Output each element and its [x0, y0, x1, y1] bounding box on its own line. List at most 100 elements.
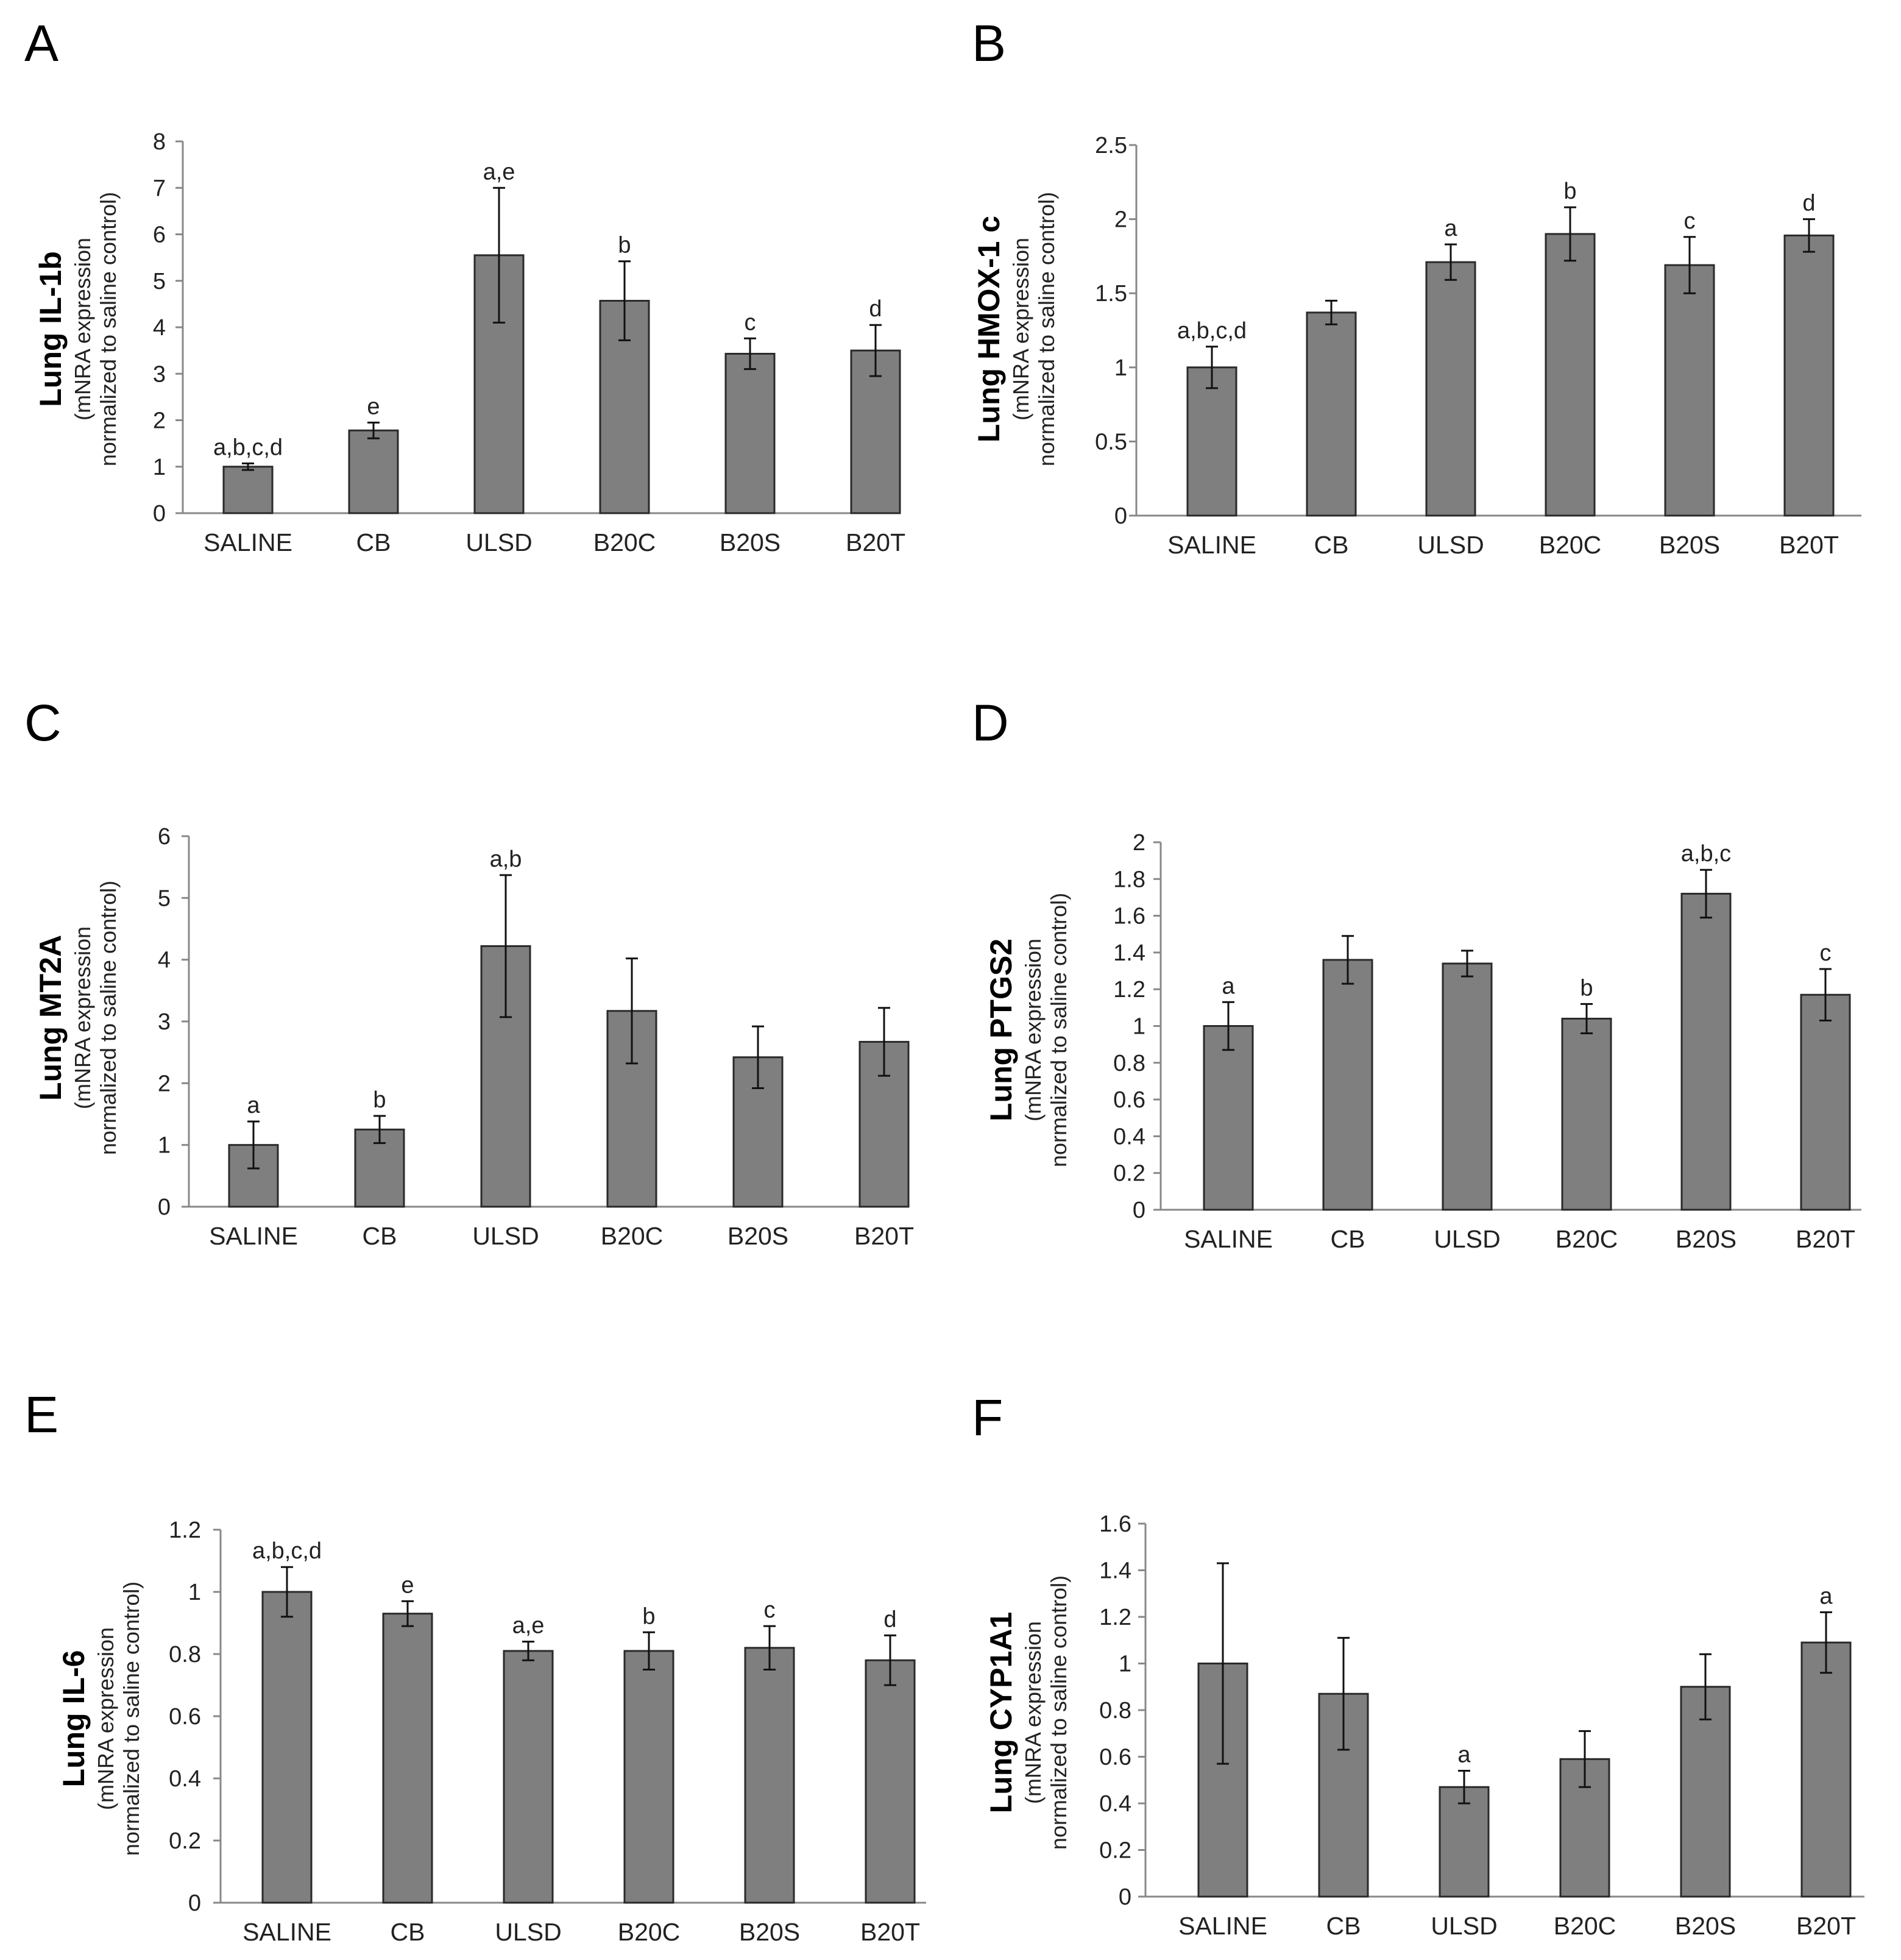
y-tick-label: 0.2 — [169, 1828, 201, 1854]
y-tick-label: 1.6 — [1113, 904, 1145, 929]
y-axis-subtitle-line1: (mNRA expression — [93, 1627, 118, 1810]
y-tick-label: 1 — [158, 1133, 171, 1159]
bar-b20t — [865, 1659, 916, 1904]
y-tick-label: 0.5 — [1095, 429, 1127, 455]
significance-label: a,b,c,d — [213, 435, 283, 460]
y-tick-label: 5 — [153, 269, 166, 294]
x-category-label: SALINE — [1184, 1225, 1273, 1253]
y-tick-label: 0.2 — [1113, 1161, 1145, 1187]
y-axis-subtitle-line2: normalized to saline control) — [96, 192, 121, 466]
y-axis-title: Lung IL-6 — [57, 1650, 91, 1788]
x-category-label: SALINE — [209, 1222, 298, 1250]
y-tick-label: 0 — [1133, 1198, 1145, 1223]
significance-label: c — [745, 310, 756, 335]
significance-label: d — [1802, 191, 1815, 216]
x-category-label: SALINE — [1178, 1912, 1267, 1940]
significance-label: b — [642, 1603, 655, 1629]
y-tick-label: 1.6 — [1099, 1511, 1131, 1537]
bar-b20s — [744, 1647, 795, 1904]
x-category-label: B20T — [854, 1222, 914, 1250]
x-category-label: CB — [356, 528, 391, 556]
significance-label: c — [764, 1597, 776, 1623]
x-category-label: B20C — [593, 528, 656, 556]
y-tick-label: 1 — [1114, 355, 1127, 381]
panel-letter: F — [972, 1389, 1003, 1446]
significance-label: a,b,c,d — [252, 1538, 322, 1564]
y-tick-label: 2 — [158, 1071, 171, 1096]
x-category-label: B20C — [1556, 1225, 1618, 1253]
x-category-label: B20T — [1779, 531, 1839, 559]
x-category-label: SALINE — [204, 528, 292, 556]
y-tick-label: 4 — [153, 315, 166, 341]
y-tick-label: 0 — [1114, 503, 1127, 529]
y-axis-subtitle-line1: (mNRA expression — [70, 926, 95, 1109]
y-axis-subtitle-line2: normalized to saline control) — [119, 1582, 144, 1856]
x-category-label: SALINE — [242, 1918, 331, 1946]
y-tick-label: 1.4 — [1113, 940, 1145, 966]
x-category-label: ULSD — [1434, 1225, 1500, 1253]
panel-letter: C — [24, 694, 62, 751]
x-category-label: B20C — [618, 1918, 681, 1946]
y-axis-title: Lung CYP1A1 — [984, 1612, 1018, 1814]
x-category-label: CB — [363, 1222, 397, 1250]
y-tick-label: 5 — [158, 886, 171, 911]
y-axis-title: Lung HMOX-1 c — [972, 216, 1006, 442]
y-tick-label: 0 — [188, 1891, 201, 1916]
bar-b20s — [1680, 892, 1732, 1211]
y-tick-label: 0.8 — [1099, 1698, 1131, 1724]
bar-ulsd — [1425, 261, 1476, 517]
significance-label: a,e — [483, 159, 515, 185]
x-category-label: B20S — [1676, 1225, 1736, 1253]
bar-saline — [222, 466, 274, 514]
chart-panel-a: A 0 1 2 3 4 5 6 7 8 Lung IL-1b (mNRA expression norm… — [24, 15, 905, 556]
bar-b20c — [623, 1650, 674, 1904]
x-category-label: B20T — [860, 1918, 920, 1946]
x-category-label: ULSD — [1417, 531, 1484, 559]
y-axis-subtitle-line2: normalized to saline control) — [1046, 1575, 1071, 1850]
y-tick-label: 6 — [153, 222, 166, 248]
x-category-label: CB — [391, 1918, 425, 1946]
y-tick-label: 2 — [153, 408, 166, 434]
x-category-label: B20S — [720, 528, 781, 556]
y-axis-subtitle-line1: (mNRA expression — [70, 238, 95, 421]
y-tick-label: 1 — [1119, 1652, 1131, 1677]
bar-b20c — [1545, 233, 1596, 517]
significance-label: b — [618, 233, 631, 258]
significance-label: a,e — [512, 1613, 545, 1639]
chart-panel-f: F 0 0.2 0.4 0.6 0.8 1 1.2 1.4 1.6 Lung CYP1A1 (mNRA… — [972, 1389, 1864, 1940]
y-tick-label: 7 — [153, 176, 166, 201]
y-axis-title: Lung MT2A — [34, 935, 68, 1101]
significance-label: a — [1457, 1742, 1471, 1767]
bar-cb — [382, 1613, 433, 1904]
x-category-label: ULSD — [1431, 1912, 1497, 1940]
y-axis-subtitle-line2: normalized to saline control) — [1046, 893, 1071, 1167]
y-axis-subtitle-line2: normalized to saline control) — [1034, 192, 1059, 466]
x-category-label: B20S — [1675, 1912, 1736, 1940]
y-tick-label: 0 — [153, 501, 166, 527]
bar-b20t — [1783, 234, 1835, 517]
x-category-label: CB — [1314, 531, 1349, 559]
bar-saline — [1186, 366, 1237, 517]
significance-label: c — [1684, 208, 1696, 234]
significance-label: a,b,c — [1681, 841, 1731, 867]
bar-saline — [261, 1591, 313, 1904]
x-category-label: B20T — [1796, 1912, 1856, 1940]
x-category-label: B20S — [1659, 531, 1720, 559]
y-tick-label: 3 — [158, 1009, 171, 1035]
y-tick-label: 0.4 — [1099, 1791, 1131, 1817]
y-tick-label: 0 — [1119, 1884, 1131, 1910]
bar-b20s — [724, 352, 776, 514]
bar-b20t — [1800, 993, 1851, 1211]
significance-label: a — [1222, 973, 1235, 999]
y-tick-label: 1.5 — [1095, 281, 1127, 307]
significance-label: a — [1444, 216, 1457, 241]
y-tick-label: 1.2 — [169, 1518, 201, 1543]
bar-cb — [348, 429, 399, 514]
significance-label: c — [1820, 940, 1832, 966]
y-tick-label: 0.6 — [1099, 1745, 1131, 1770]
y-tick-label: 1.2 — [1113, 977, 1145, 1003]
x-category-label: ULSD — [472, 1222, 539, 1250]
x-category-label: CB — [1331, 1225, 1365, 1253]
y-tick-label: 0 — [158, 1195, 171, 1220]
significance-label: a,b,c,d — [1177, 318, 1247, 344]
